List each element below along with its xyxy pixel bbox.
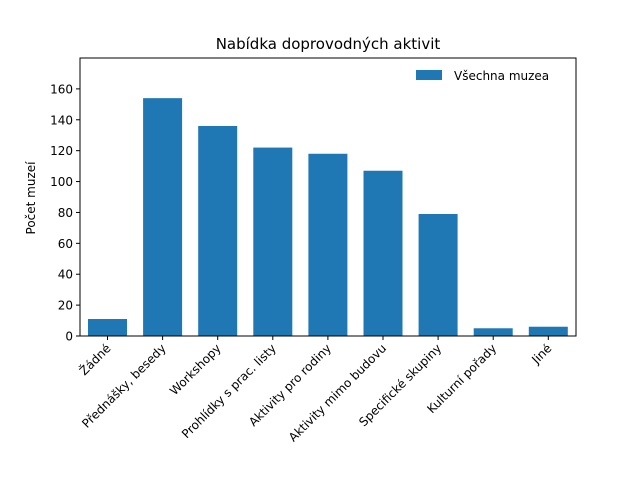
y-tick-label: 0 bbox=[65, 330, 73, 344]
bar-1 bbox=[88, 319, 127, 336]
bar-5 bbox=[308, 153, 348, 336]
bar-4 bbox=[253, 147, 293, 336]
chart-title: Nabídka doprovodných aktivit bbox=[216, 35, 441, 53]
y-axis-label: Počet muzeí bbox=[24, 161, 38, 235]
y-tick-label: 160 bbox=[50, 82, 73, 96]
bars-group bbox=[88, 98, 568, 337]
bar-7 bbox=[418, 213, 458, 336]
legend-label: Všechna muzea bbox=[454, 69, 549, 83]
legend: Všechna muzea bbox=[416, 69, 549, 83]
y-tick-label: 20 bbox=[58, 299, 73, 313]
bar-6 bbox=[363, 170, 403, 336]
y-tick-label: 100 bbox=[50, 175, 73, 189]
bar-9 bbox=[528, 326, 568, 336]
y-tick-label: 40 bbox=[58, 268, 73, 282]
bar-2 bbox=[143, 98, 183, 336]
y-tick-label: 80 bbox=[58, 206, 73, 220]
y-axis: 0 20 40 60 80 100 120 140 160 bbox=[50, 82, 80, 344]
bar-3 bbox=[198, 125, 238, 337]
y-tick-label: 140 bbox=[50, 113, 73, 127]
y-tick-label: 120 bbox=[50, 144, 73, 158]
plot-frame bbox=[79, 57, 577, 337]
y-tick-label: 60 bbox=[58, 237, 73, 251]
legend-swatch bbox=[416, 70, 442, 80]
bar-8 bbox=[473, 328, 513, 336]
